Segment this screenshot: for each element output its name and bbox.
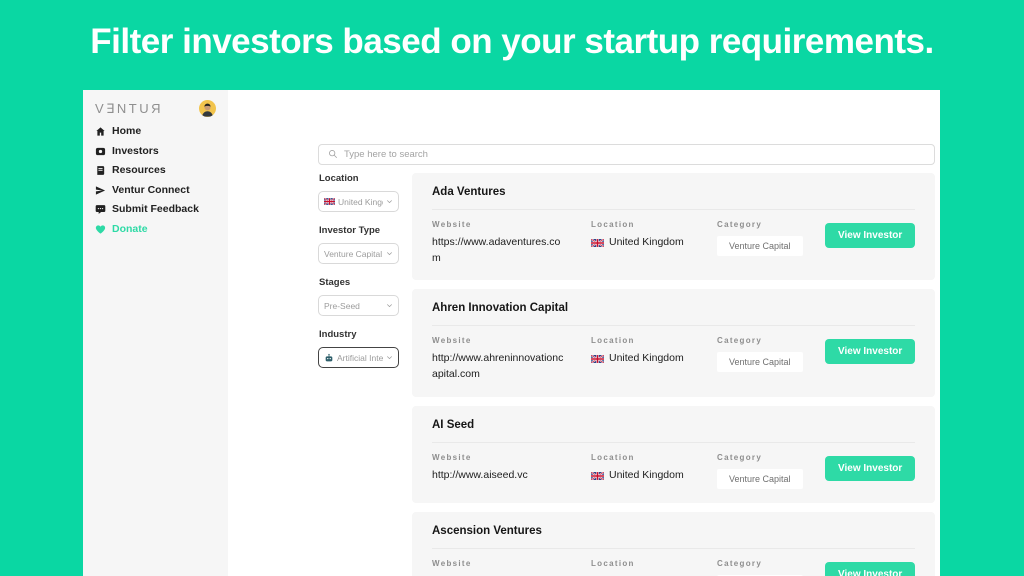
category-label: Category (717, 558, 763, 568)
investor-card: AI Seed Website http://www.aiseed.vc Loc… (412, 405, 936, 503)
location-label: Location (591, 219, 635, 229)
filter-group-industry: Industry Artificial Intel... (318, 329, 399, 368)
search-icon (328, 146, 338, 164)
investor-name: Ascension Ventures (432, 524, 542, 537)
uk-flag-icon (324, 198, 335, 205)
sidebar-item-label: Submit Feedback (112, 203, 199, 216)
investor-card: Ahren Innovation Capital Website http://… (412, 289, 936, 397)
uk-flag-icon (591, 471, 604, 480)
location-label: Location (591, 452, 635, 462)
investor-name: Ahren Innovation Capital (432, 302, 569, 315)
website-label: Website (432, 336, 472, 346)
ventur-logo: V∃NTUЯ (95, 100, 163, 116)
industry-select[interactable]: Artificial Intel... (318, 347, 399, 368)
search-input[interactable] (344, 149, 926, 160)
sidebar-item-label: Home (112, 125, 142, 137)
category-pill: Venture Capital (717, 574, 803, 576)
send-icon (95, 185, 106, 196)
view-investor-button[interactable]: View Investor (825, 339, 916, 365)
website-label: Website (432, 558, 472, 568)
investor-name: AI Seed (432, 418, 475, 431)
chevron-down-icon (386, 198, 393, 205)
website-value: http://www.ahreninnovationcapital.com (432, 352, 564, 381)
filter-label-stages: Stages (319, 277, 351, 288)
sidebar-item-donate[interactable]: Donate (95, 222, 216, 236)
category-pill: Venture Capital (717, 235, 803, 256)
main-content: Location United Kingd... Investor Type V… (228, 90, 940, 576)
sidebar-item-label: Investors (112, 144, 159, 157)
sidebar-item-submit-feedback[interactable]: Submit Feedback (95, 204, 216, 216)
sidebar-item-label: Resources (112, 164, 166, 177)
investor-list: Ada Ventures Website https://www.adavent… (412, 173, 936, 576)
investors-icon (95, 146, 106, 157)
uk-flag-icon (591, 355, 604, 364)
chevron-down-icon (386, 302, 393, 309)
industry-select-value: Artificial Intel... (337, 352, 383, 363)
sidebar-item-home[interactable]: Home (95, 125, 216, 138)
location-value: United Kingdom (609, 574, 684, 576)
sidebar-item-resources[interactable]: Resources (95, 165, 216, 177)
filter-panel: Location United Kingd... Investor Type V… (318, 173, 399, 576)
uk-flag-icon (591, 238, 604, 247)
location-value: United Kingdom (609, 235, 684, 248)
investor-card: Ada Ventures Website https://www.adavent… (412, 173, 936, 281)
filter-label-industry: Industry (319, 329, 357, 340)
investor-name: Ada Ventures (432, 186, 506, 198)
search-bar (318, 144, 936, 165)
category-label: Category (717, 336, 763, 346)
website-value: https://www.adaventures.com (432, 235, 561, 264)
category-label: Category (717, 219, 763, 229)
feedback-icon (95, 204, 106, 215)
location-label: Location (591, 336, 635, 346)
divider (432, 325, 916, 327)
view-investor-button[interactable]: View Investor (825, 222, 916, 248)
view-investor-button[interactable]: View Investor (825, 455, 916, 481)
divider (432, 441, 916, 443)
sidebar: V∃NTUЯ Home Investors Resources Ventur C… (83, 90, 228, 576)
location-value: United Kingdom (609, 352, 684, 365)
location-select-value: United Kingd... (338, 196, 383, 207)
stages-select[interactable]: Pre-Seed (318, 295, 399, 316)
filter-group-stages: Stages Pre-Seed (318, 277, 399, 316)
page-title: Filter investors based on your startup r… (90, 22, 934, 61)
divider (432, 547, 916, 549)
filter-label-investor-type: Investor Type (319, 225, 381, 236)
website-label: Website (432, 219, 472, 229)
sidebar-nav: Home Investors Resources Ventur Connect … (95, 125, 216, 236)
ai-robot-icon (324, 353, 334, 363)
website-value: http://www.aiseed.vc (432, 468, 528, 481)
category-label: Category (717, 452, 763, 462)
investor-card: Ascension Ventures Website http://www.as… (412, 511, 936, 576)
sidebar-item-label: Ventur Connect (112, 183, 190, 196)
chevron-down-icon (386, 250, 393, 257)
home-icon (95, 126, 106, 137)
sidebar-item-investors[interactable]: Investors (95, 144, 216, 158)
stages-select-value: Pre-Seed (324, 300, 360, 311)
app-window: V∃NTUЯ Home Investors Resources Ventur C… (83, 90, 940, 576)
sidebar-item-ventur-connect[interactable]: Ventur Connect (95, 183, 216, 197)
resources-icon (95, 165, 106, 176)
category-pill: Venture Capital (717, 468, 803, 489)
location-value: United Kingdom (609, 468, 684, 481)
investor-type-select-value: Venture Capital (324, 248, 383, 259)
divider (432, 208, 916, 210)
filter-group-location: Location United Kingd... (318, 173, 399, 212)
website-label: Website (432, 452, 472, 462)
filter-label-location: Location (319, 173, 359, 184)
investor-type-select[interactable]: Venture Capital (318, 243, 399, 264)
location-label: Location (591, 558, 635, 568)
location-select[interactable]: United Kingd... (318, 191, 399, 212)
chevron-down-icon (386, 354, 393, 361)
heart-icon (95, 224, 106, 235)
sidebar-item-label: Donate (112, 222, 148, 235)
user-avatar[interactable] (199, 100, 216, 117)
filter-group-investor-type: Investor Type Venture Capital (318, 225, 399, 264)
view-investor-button[interactable]: View Investor (825, 561, 916, 576)
website-value: http://www.ascensionventures.com (432, 574, 565, 576)
category-pill: Venture Capital (717, 352, 803, 373)
